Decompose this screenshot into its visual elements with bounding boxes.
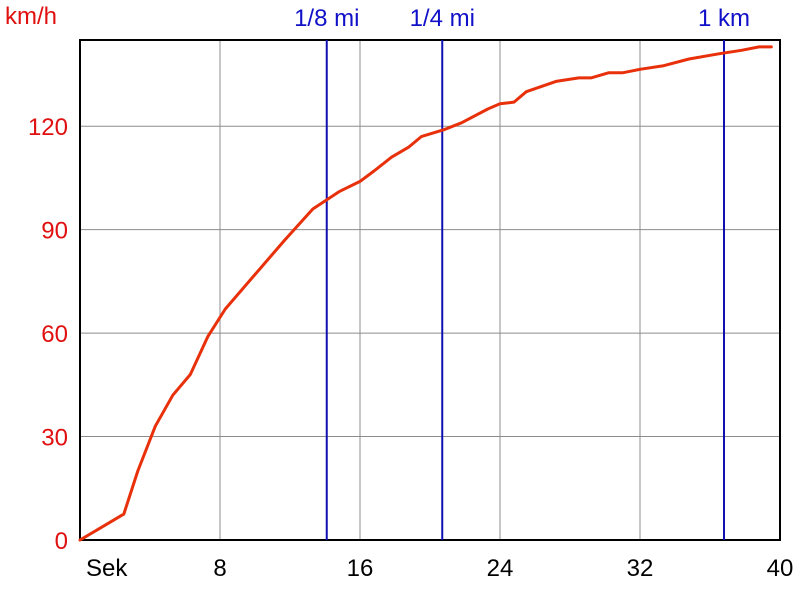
x-tick-labels: 8 16 24 32 40	[213, 555, 793, 582]
y-tick-label-0: 0	[55, 528, 68, 555]
distance-markers: 1/8 mi 1/4 mi 1 km	[294, 5, 750, 540]
x-axis-label: Sek	[86, 555, 128, 582]
marker-label-0: 1/8 mi	[294, 5, 359, 32]
x-tick-label-0: 8	[213, 555, 226, 582]
x-tick-label-2: 24	[487, 555, 514, 582]
speed-series	[78, 45, 773, 542]
plot-frame	[79, 39, 781, 541]
x-tick-label-1: 16	[347, 555, 374, 582]
y-axis-label: km/h	[5, 3, 57, 30]
y-tick-label-3: 90	[41, 218, 68, 245]
x-tick-label-3: 32	[627, 555, 654, 582]
grid-lines	[80, 40, 780, 540]
series-line-0	[78, 45, 773, 542]
x-tick-label-4: 40	[767, 555, 794, 582]
y-tick-labels: 0 30 60 90 120	[28, 114, 68, 555]
y-tick-label-1: 30	[41, 425, 68, 452]
y-tick-label-4: 120	[28, 114, 68, 141]
marker-label-2: 1 km	[698, 5, 750, 32]
y-tick-label-2: 60	[41, 321, 68, 348]
marker-label-1: 1/4 mi	[410, 5, 475, 32]
